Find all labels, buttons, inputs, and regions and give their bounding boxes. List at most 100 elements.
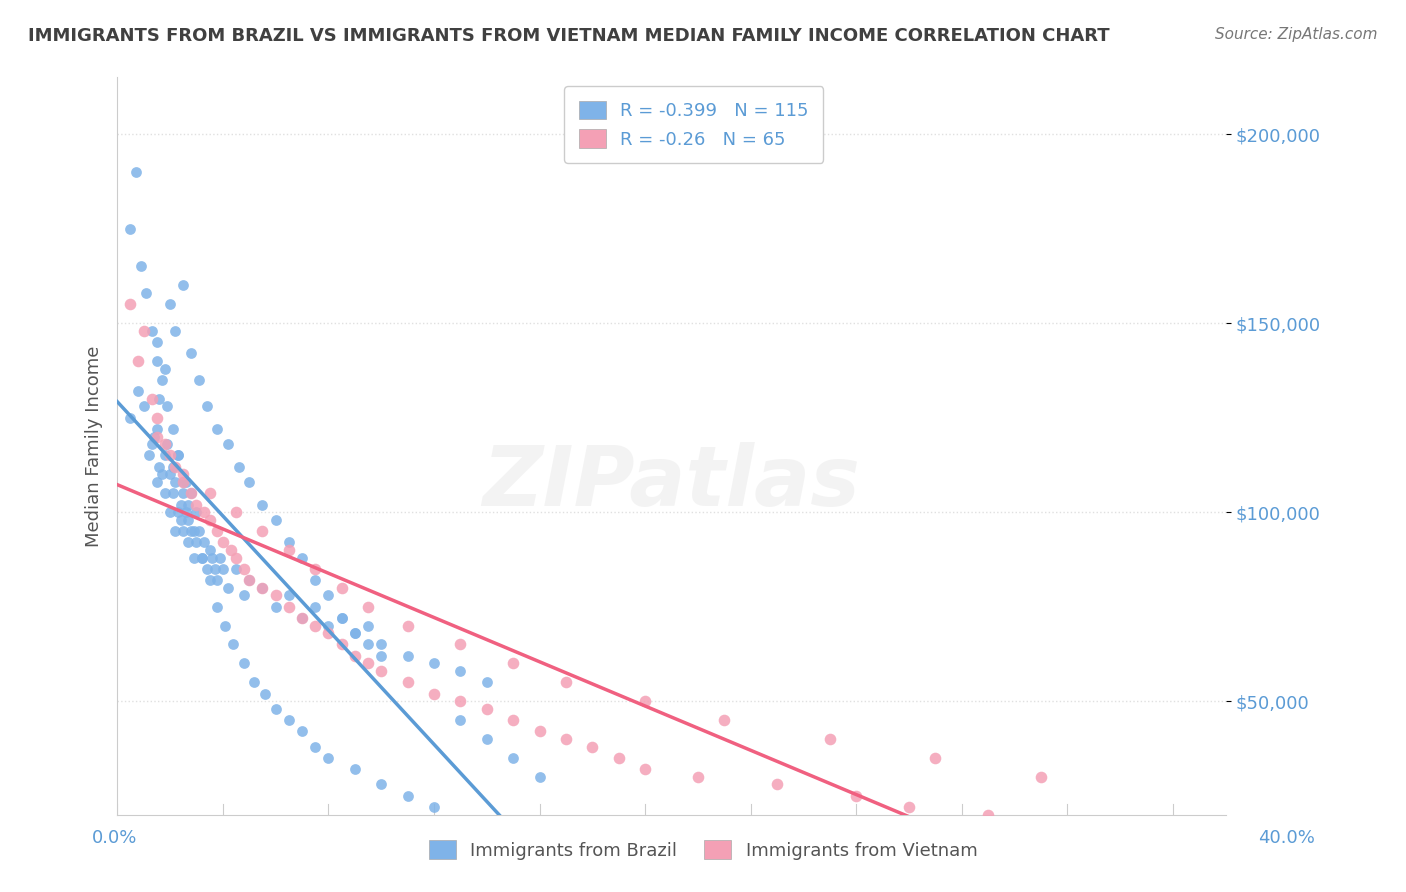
Point bbox=[177, 513, 200, 527]
Point bbox=[318, 588, 340, 602]
Point bbox=[713, 713, 735, 727]
Point bbox=[343, 762, 366, 776]
Point bbox=[172, 278, 194, 293]
Point bbox=[238, 573, 260, 587]
Point bbox=[225, 550, 247, 565]
Point bbox=[165, 475, 187, 489]
Point bbox=[924, 751, 946, 765]
Point bbox=[195, 400, 218, 414]
Point bbox=[1029, 815, 1052, 830]
Point bbox=[146, 410, 169, 425]
Point bbox=[169, 513, 191, 527]
Point bbox=[177, 498, 200, 512]
Point bbox=[357, 618, 380, 632]
Point bbox=[423, 687, 446, 701]
Point bbox=[141, 324, 163, 338]
Point bbox=[211, 535, 233, 549]
Point bbox=[277, 599, 299, 614]
Point bbox=[304, 573, 326, 587]
Point bbox=[138, 449, 160, 463]
Point bbox=[370, 648, 392, 663]
Point bbox=[132, 324, 155, 338]
Point bbox=[330, 611, 353, 625]
Point bbox=[167, 449, 190, 463]
Point bbox=[396, 648, 419, 663]
Point bbox=[423, 657, 446, 671]
Point bbox=[1161, 830, 1184, 845]
Point bbox=[162, 486, 184, 500]
Point bbox=[264, 599, 287, 614]
Point bbox=[132, 400, 155, 414]
Point bbox=[357, 599, 380, 614]
Point bbox=[207, 599, 229, 614]
Point bbox=[174, 505, 197, 519]
Point bbox=[264, 513, 287, 527]
Point bbox=[634, 694, 657, 708]
Text: 0.0%: 0.0% bbox=[91, 829, 136, 847]
Point bbox=[146, 475, 169, 489]
Point bbox=[198, 573, 221, 587]
Point bbox=[232, 562, 254, 576]
Point bbox=[529, 770, 551, 784]
Point bbox=[186, 505, 208, 519]
Point bbox=[120, 410, 142, 425]
Point bbox=[291, 611, 314, 625]
Point bbox=[167, 505, 190, 519]
Point bbox=[180, 524, 202, 538]
Point bbox=[165, 459, 187, 474]
Point bbox=[475, 675, 498, 690]
Point bbox=[169, 498, 191, 512]
Point bbox=[502, 751, 524, 765]
Point bbox=[370, 777, 392, 791]
Point bbox=[291, 611, 314, 625]
Point bbox=[977, 807, 1000, 822]
Point bbox=[291, 724, 314, 739]
Point bbox=[475, 702, 498, 716]
Point bbox=[219, 543, 242, 558]
Point bbox=[232, 657, 254, 671]
Point bbox=[193, 505, 215, 519]
Point bbox=[238, 573, 260, 587]
Point bbox=[607, 751, 630, 765]
Point bbox=[143, 429, 166, 443]
Point bbox=[475, 731, 498, 746]
Point bbox=[357, 657, 380, 671]
Point bbox=[209, 550, 232, 565]
Point bbox=[277, 535, 299, 549]
Point bbox=[198, 513, 221, 527]
Point bbox=[304, 739, 326, 754]
Point bbox=[634, 762, 657, 776]
Point bbox=[318, 751, 340, 765]
Point bbox=[172, 475, 194, 489]
Point bbox=[207, 573, 229, 587]
Point bbox=[159, 467, 181, 482]
Point bbox=[330, 581, 353, 595]
Point bbox=[502, 657, 524, 671]
Point bbox=[159, 505, 181, 519]
Point bbox=[217, 581, 239, 595]
Point bbox=[277, 543, 299, 558]
Point bbox=[252, 524, 274, 538]
Point bbox=[343, 626, 366, 640]
Point bbox=[195, 562, 218, 576]
Point bbox=[180, 486, 202, 500]
Point bbox=[232, 588, 254, 602]
Point bbox=[343, 648, 366, 663]
Point bbox=[153, 437, 176, 451]
Point bbox=[174, 475, 197, 489]
Point bbox=[291, 550, 314, 565]
Point bbox=[222, 637, 245, 651]
Point bbox=[343, 626, 366, 640]
Point bbox=[214, 618, 236, 632]
Point bbox=[217, 437, 239, 451]
Point bbox=[150, 467, 173, 482]
Point bbox=[243, 675, 266, 690]
Point bbox=[845, 789, 868, 803]
Point bbox=[449, 664, 471, 678]
Point bbox=[277, 588, 299, 602]
Point bbox=[135, 285, 157, 300]
Point bbox=[581, 739, 603, 754]
Point bbox=[146, 422, 169, 436]
Point bbox=[186, 498, 208, 512]
Point bbox=[129, 260, 152, 274]
